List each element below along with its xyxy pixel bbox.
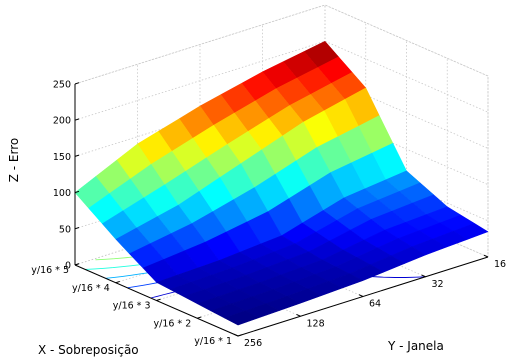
x-tick-label: y/16 * 3 (113, 301, 151, 312)
z-tick-mark (74, 263, 80, 266)
z-tick-label: 200 (53, 116, 71, 127)
y-tick-mark (358, 294, 364, 297)
axes (74, 82, 489, 337)
y-tick-label: 64 (369, 299, 381, 310)
x-tick-label: y/16 * 5 (31, 265, 69, 276)
x-tick-label: y/16 * 1 (194, 336, 232, 347)
y-tick-mark (233, 333, 239, 337)
x-tick-label: y/16 * 2 (154, 318, 192, 329)
z-tick-label: 0 (65, 261, 71, 272)
y-axis-label: Y - Janela (387, 339, 444, 353)
x-tick-mark (115, 280, 120, 284)
z-tick-label: 100 (53, 188, 71, 199)
x-tick-label: y/16 * 4 (72, 283, 110, 294)
z-tick-mark (74, 154, 80, 157)
y-tick-label: 16 (494, 259, 506, 270)
z-axis-label: Z - Erro (7, 138, 21, 183)
z-tick-mark (74, 227, 80, 230)
x-tick-mark (237, 334, 243, 337)
y-tick-mark (296, 313, 301, 317)
surface-patch (224, 310, 260, 326)
z-tick-mark (74, 118, 80, 121)
z-tick-label: 50 (59, 224, 71, 235)
y-tick-mark (421, 274, 426, 278)
surface-mesh (74, 40, 489, 326)
x-tick-mark (197, 316, 202, 319)
y-tick-label: 32 (432, 279, 444, 290)
z-tick-label: 250 (53, 80, 71, 91)
x-axis-label: X - Sobreposição (38, 343, 139, 357)
tick-labels: y/16 * 1y/16 * 2y/16 * 3y/16 * 4y/16 * 5… (31, 80, 506, 350)
x-tick-mark (156, 298, 161, 301)
z-tick-mark (74, 190, 80, 194)
y-tick-label: 256 (244, 338, 262, 349)
z-tick-label: 150 (53, 152, 71, 163)
y-tick-label: 128 (307, 318, 325, 329)
y-tick-mark (483, 254, 489, 258)
z-tick-mark (74, 82, 80, 85)
